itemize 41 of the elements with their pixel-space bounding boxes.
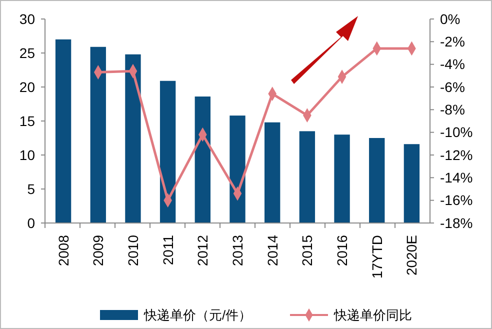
x-tick-label: 2008	[55, 234, 72, 266]
y-tick-label: 30	[19, 10, 36, 27]
x-tick-label: 2013	[230, 234, 246, 266]
y2-tick-label: -16%	[440, 192, 473, 208]
bar	[264, 122, 280, 223]
y-tick-label: 15	[19, 112, 36, 129]
y2-tick-label: -18%	[440, 214, 473, 231]
y-tick-label: 20	[19, 78, 36, 95]
x-tick-label: 2009	[90, 234, 106, 266]
bar	[55, 39, 72, 223]
y-tick-label: 0	[27, 214, 36, 231]
y-tick-label: 25	[19, 44, 36, 61]
x-tick-label: 2010	[124, 234, 141, 266]
y2-tick-label: -14%	[440, 170, 473, 186]
x-tick-label: 2020E	[404, 235, 420, 276]
bar	[230, 116, 246, 223]
y2-tick-label: -8%	[440, 102, 465, 118]
legend-label: 快递单价（元/件）	[143, 308, 252, 323]
y-tick-label: 10	[19, 146, 36, 163]
x-tick-label: 2014	[264, 234, 280, 266]
bar	[334, 134, 350, 223]
bar	[160, 80, 176, 223]
x-tick-label: 17YTD	[368, 235, 385, 279]
bar	[194, 96, 210, 223]
y2-tick-label: -4%	[440, 56, 465, 72]
y-tick-label: 5	[27, 180, 36, 197]
y2-tick-label: -2%	[440, 34, 465, 50]
x-tick-label: 2016	[334, 234, 350, 266]
bar	[125, 54, 141, 223]
bar	[404, 144, 420, 223]
bar	[369, 138, 385, 223]
bar	[90, 46, 106, 223]
legend-label: 快递单价同比	[333, 308, 412, 323]
y2-tick-label: -12%	[440, 146, 473, 163]
y2-tick-label: 0%	[440, 10, 460, 27]
x-tick-label: 2011	[160, 234, 176, 266]
y2-tick-label: -10%	[440, 124, 473, 140]
y2-tick-label: -6%	[440, 78, 465, 95]
x-tick-label: 2012	[194, 234, 211, 266]
x-tick-label: 2015	[299, 234, 316, 266]
bar	[299, 131, 316, 223]
